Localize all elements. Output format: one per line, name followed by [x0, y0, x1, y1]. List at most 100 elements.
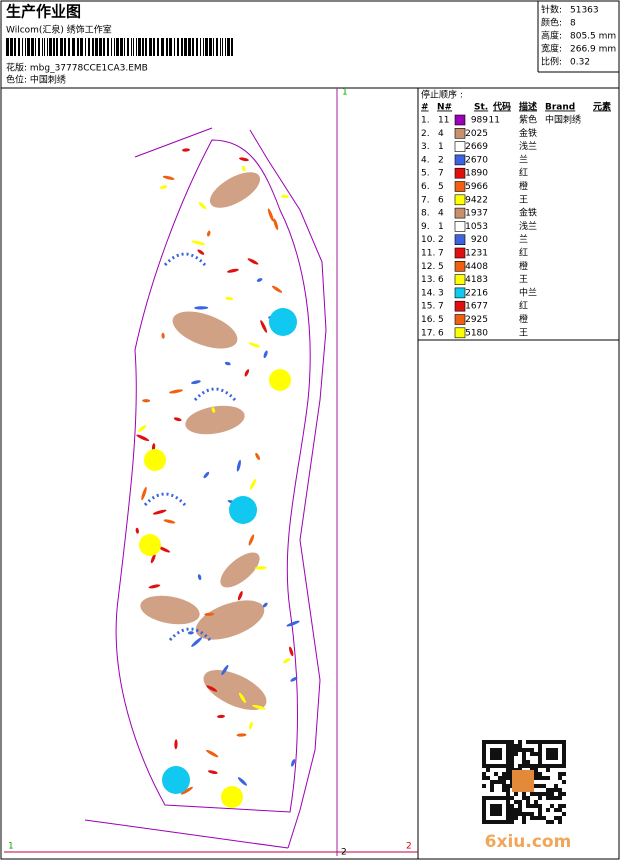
qr-module	[482, 760, 486, 764]
qr-module	[490, 820, 494, 824]
qr-module	[562, 752, 566, 756]
qr-module	[550, 804, 554, 808]
leaf	[197, 574, 202, 581]
bar-stripe	[25, 38, 26, 56]
leaf	[205, 749, 219, 758]
stitch-code: 2216	[465, 288, 488, 298]
outline	[134, 127, 213, 158]
color-swatch	[454, 274, 466, 285]
feather	[140, 595, 200, 625]
description: 红	[519, 167, 528, 179]
description: 橙	[519, 260, 528, 272]
color-position: 色位: 中国刺绣	[6, 74, 66, 86]
qr-module	[490, 780, 494, 784]
qr-module	[506, 756, 510, 760]
qr-module	[542, 784, 546, 788]
qr-module	[558, 740, 562, 744]
qr-module	[530, 748, 534, 752]
qr-module	[558, 816, 562, 820]
leaf	[194, 306, 209, 310]
needle: 1	[438, 142, 444, 152]
bar-stripe	[181, 38, 183, 56]
star-motif	[269, 308, 297, 336]
qr-module	[486, 740, 490, 744]
qr-module	[506, 752, 510, 756]
qr-module	[554, 796, 558, 800]
leaf	[173, 417, 182, 422]
qr-module	[562, 804, 566, 808]
bar-stripe	[174, 38, 175, 56]
qr-module	[542, 792, 546, 796]
qr-module	[546, 792, 550, 796]
description: 王	[519, 274, 528, 285]
stitch-code: 1890	[465, 169, 488, 179]
leaf	[161, 332, 165, 339]
qr-module	[494, 808, 498, 812]
description: 橙	[519, 180, 528, 192]
qr-module	[506, 744, 510, 748]
bar-stripe	[22, 38, 23, 56]
leaf	[260, 320, 268, 333]
description: 金铁	[519, 127, 537, 139]
column-header: 描述	[519, 101, 537, 113]
qr-module	[554, 752, 558, 756]
qr-module	[550, 740, 554, 744]
qr-module	[526, 796, 530, 800]
qr-module	[502, 796, 506, 800]
qr-module	[538, 804, 542, 808]
stitch-code: 1053	[465, 222, 488, 232]
qr-module	[546, 788, 550, 792]
bar-stripe	[220, 38, 221, 56]
stitch-code: 5966	[465, 182, 488, 192]
color-swatch	[454, 300, 466, 312]
bar-stripe	[42, 38, 43, 56]
bar-stripe	[18, 38, 20, 56]
qr-module	[550, 756, 554, 760]
qr-module	[498, 808, 502, 812]
embroidery-design	[135, 148, 300, 808]
needle: 11	[438, 116, 449, 126]
stitch-code: 2670	[465, 155, 488, 165]
qr-module	[494, 780, 498, 784]
leaf	[169, 389, 183, 394]
row-index: 12.	[421, 262, 435, 272]
qr-module	[486, 768, 490, 772]
qr-module	[510, 816, 514, 820]
qr-module	[534, 792, 538, 796]
leaf	[252, 704, 266, 710]
leaf	[283, 658, 291, 664]
marker: 1	[342, 88, 348, 98]
qr-module	[526, 764, 530, 768]
qr-module	[554, 748, 558, 752]
column-header: St.	[474, 103, 488, 113]
qr-module	[558, 764, 562, 768]
leaf	[289, 646, 294, 657]
qr-module	[510, 744, 514, 748]
leaf	[249, 478, 257, 490]
qr-module	[502, 776, 506, 780]
row-index: 9.	[421, 222, 430, 232]
leaf	[163, 519, 176, 524]
bar-stripe	[56, 38, 58, 56]
qr-module	[518, 812, 522, 816]
color-swatch	[454, 287, 466, 299]
qr-module	[494, 764, 498, 768]
qr-module	[542, 776, 546, 780]
qr-module	[534, 740, 538, 744]
qr-module	[542, 764, 546, 768]
row-index: 16.	[421, 315, 435, 325]
qr-module	[538, 772, 542, 776]
row-index: 17.	[421, 328, 435, 338]
info-box: 针数: 51363 颜色: 8 高度: 805.5 mm 宽度: 266.9 mm 比例: 0.3…	[541, 4, 616, 68]
needle: 6	[438, 195, 444, 205]
qr-module	[562, 756, 566, 760]
bar-stripe	[161, 38, 164, 56]
description: 红	[519, 300, 528, 312]
qr-module	[558, 788, 562, 792]
column-header: 元素	[593, 101, 611, 113]
leaf	[237, 777, 247, 786]
stitch-code: 4183	[465, 275, 488, 285]
qr-module	[550, 748, 554, 752]
